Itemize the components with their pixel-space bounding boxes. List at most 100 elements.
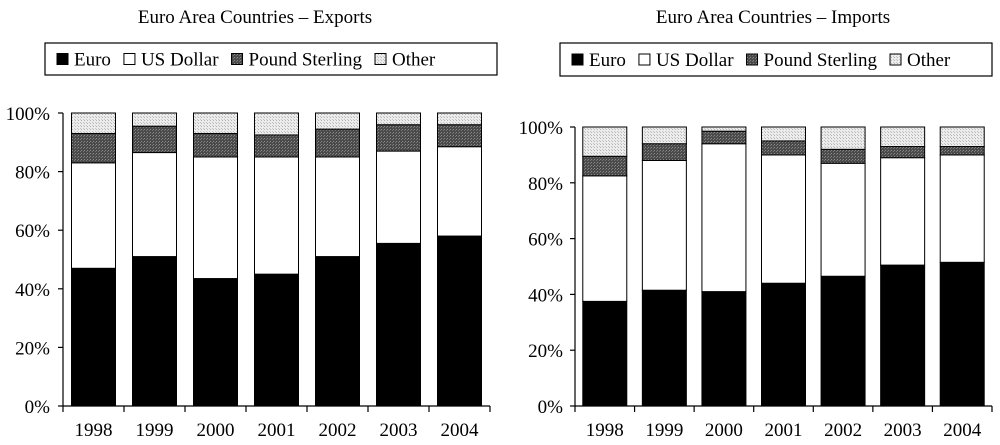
y-tick-label: 20% (15, 338, 50, 359)
bar-us-dollar-2003 (376, 150, 421, 244)
bar-euro-2004 (939, 261, 985, 407)
x-tick-label: 1999 (136, 420, 174, 441)
y-tick-label: 60% (528, 230, 563, 251)
legend-item-euro: Euro (571, 50, 626, 71)
bar-other-2002 (315, 112, 360, 130)
bar-us-dollar-2004 (939, 154, 985, 263)
legend-item-other: Other (374, 50, 436, 71)
legend-label-other: Other (907, 50, 951, 71)
bar-us-dollar-2002 (820, 162, 866, 277)
legend-item-pound-sterling: Pound Sterling (231, 50, 363, 71)
bar-us-dollar-2000 (701, 143, 747, 293)
legend-label-us-dollar: US Dollar (656, 50, 734, 71)
bar-euro-2002 (820, 275, 866, 407)
legend-swatch-other (374, 53, 387, 65)
y-axis: 0% 20% 40% 60% 80% 100% (519, 118, 576, 418)
exports-chart: Euro Area Countries – Exports Euro US Doll… (6, 7, 498, 441)
legend-item-us-dollar: US Dollar (123, 50, 219, 71)
legend-label-pound-sterling: Pound Sterling (764, 50, 878, 71)
bar-us-dollar-2000 (193, 156, 238, 280)
bar-other-2001 (254, 112, 299, 136)
bar-euro-2000 (193, 278, 238, 407)
bar-pound-sterling-2004 (939, 146, 985, 156)
x-tick-label: 1998 (586, 420, 624, 441)
x-tick-label: 1998 (75, 420, 113, 441)
bar-us-dollar-1999 (641, 159, 687, 291)
x-axis: 1998 1999 2000 2001 2002 2003 2004 (574, 405, 993, 441)
bar-euro-2003 (880, 264, 926, 407)
bar-pound-sterling-1998 (71, 133, 116, 164)
legend-item-us-dollar: US Dollar (638, 50, 734, 71)
legend-label-euro: Euro (74, 50, 111, 71)
y-tick-label: 80% (15, 163, 50, 184)
legend-frame (559, 42, 993, 77)
bar-euro-2004 (437, 235, 482, 407)
bar-euro-2003 (376, 242, 421, 407)
bar-other-1999 (132, 112, 177, 127)
legend-swatch-us-dollar (638, 53, 651, 66)
bar-us-dollar-2002 (315, 156, 360, 258)
bar-euro-2000 (701, 291, 747, 407)
bar-euro-1999 (132, 256, 177, 407)
bar-us-dollar-1999 (132, 152, 177, 258)
bar-pound-sterling-1998 (582, 155, 628, 177)
y-tick-label: 0% (538, 397, 564, 418)
bar-pound-sterling-2002 (820, 148, 866, 164)
legend-frame (44, 42, 498, 76)
bar-euro-2002 (315, 256, 360, 407)
bar-pound-sterling-2001 (761, 140, 806, 156)
legend-swatch-euro (56, 53, 69, 65)
legend-label-euro: Euro (589, 50, 626, 71)
x-tick-label: 1999 (645, 420, 683, 441)
bar-us-dollar-2003 (880, 157, 926, 266)
legend-item-pound-sterling: Pound Sterling (746, 50, 878, 71)
imports-chart: Euro Area Countries – Imports Euro US Doll… (519, 7, 993, 441)
bar-us-dollar-2001 (254, 156, 299, 275)
bar-other-1998 (71, 112, 116, 135)
bar-other-1998 (582, 126, 628, 157)
bar-other-1999 (641, 126, 687, 145)
legend-label-us-dollar: US Dollar (141, 50, 219, 71)
x-tick-label: 2000 (197, 420, 235, 441)
bar-pound-sterling-2002 (315, 128, 360, 158)
bars (582, 126, 985, 407)
x-tick-label: 2004 (943, 420, 982, 441)
y-tick-label: 100% (519, 118, 564, 139)
legend-swatch-other (889, 53, 902, 66)
legend-label-other: Other (392, 50, 436, 71)
x-axis: 1998 1999 2000 2001 2002 2003 2004 (62, 405, 491, 441)
bar-other-2003 (376, 112, 421, 126)
bar-us-dollar-1998 (582, 175, 628, 302)
bar-other-2000 (701, 126, 747, 132)
y-tick-label: 60% (15, 221, 50, 242)
bar-pound-sterling-2003 (376, 124, 421, 152)
x-tick-label: 2000 (705, 420, 743, 441)
bar-other-2004 (939, 126, 985, 148)
bar-pound-sterling-1999 (641, 143, 687, 161)
bar-pound-sterling-2004 (437, 124, 482, 148)
bar-pound-sterling-2000 (701, 130, 747, 145)
y-tick-label: 100% (6, 104, 51, 125)
x-tick-label: 2002 (824, 420, 862, 441)
x-tick-label: 2001 (258, 420, 296, 441)
bar-pound-sterling-2001 (254, 134, 299, 158)
legend: Euro US Dollar Pound Sterling Other (44, 42, 498, 76)
legend: Euro US Dollar Pound Sterling Other (559, 42, 993, 77)
bar-other-2001 (761, 126, 806, 142)
bar-us-dollar-1998 (71, 162, 116, 269)
bar-euro-1999 (641, 289, 687, 407)
x-tick-label: 2003 (884, 420, 922, 441)
bar-other-2004 (437, 112, 482, 126)
bar-us-dollar-2004 (437, 146, 482, 237)
legend-item-other: Other (889, 50, 951, 71)
legend-swatch-us-dollar (123, 53, 136, 65)
bar-pound-sterling-1999 (132, 125, 177, 154)
legend-label-pound-sterling: Pound Sterling (249, 50, 363, 71)
bars (71, 112, 482, 407)
x-tick-label: 2003 (380, 420, 418, 441)
y-tick-label: 80% (528, 174, 563, 195)
x-tick-label: 2002 (319, 420, 357, 441)
legend-item-euro: Euro (56, 50, 111, 71)
legend-swatch-pound-sterling (231, 53, 244, 65)
